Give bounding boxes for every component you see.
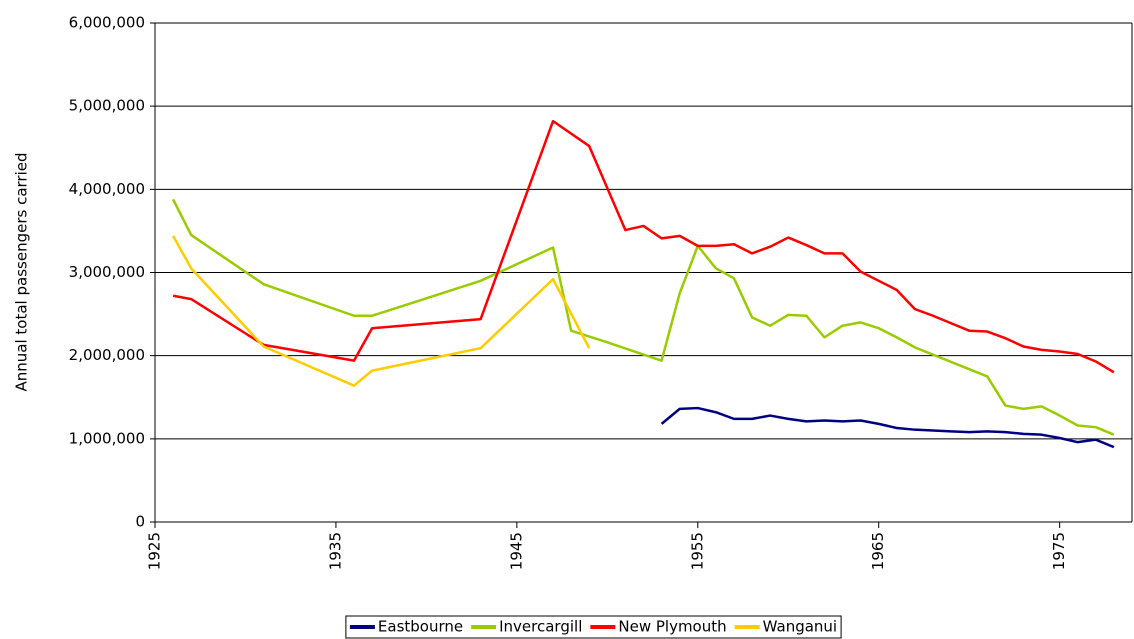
- x-tick-label: 1945: [507, 532, 525, 570]
- y-tick-label: 3,000,000: [69, 263, 145, 281]
- legend: Eastbourne Invercargill New Plymouth Wangan…: [345, 615, 842, 639]
- x-tick-label: 1955: [688, 532, 706, 570]
- x-tick-label: 1975: [1050, 532, 1068, 570]
- y-tick-label: 2,000,000: [69, 346, 145, 364]
- y-tick-label: 4,000,000: [69, 180, 145, 198]
- x-tick-label: 1925: [146, 532, 164, 570]
- y-tick-label: 0: [135, 513, 145, 531]
- line: [172, 119, 1115, 374]
- legend-label: Eastbourne: [378, 618, 463, 636]
- x-tick-label: 1965: [869, 532, 887, 570]
- legend-label: Wanganui: [763, 618, 837, 636]
- x-tick-label: 1935: [326, 532, 344, 570]
- y-axis-label: Annual total passengers carried: [13, 153, 31, 392]
- line: [171, 198, 1115, 436]
- legend-label: Invercargill: [499, 618, 582, 636]
- line: [660, 406, 1115, 449]
- y-tick-label: 6,000,000: [69, 14, 145, 32]
- y-tick-label: 5,000,000: [69, 97, 145, 115]
- line: [172, 235, 591, 387]
- legend-label: New Plymouth: [618, 618, 726, 636]
- y-tick-label: 1,000,000: [69, 429, 145, 447]
